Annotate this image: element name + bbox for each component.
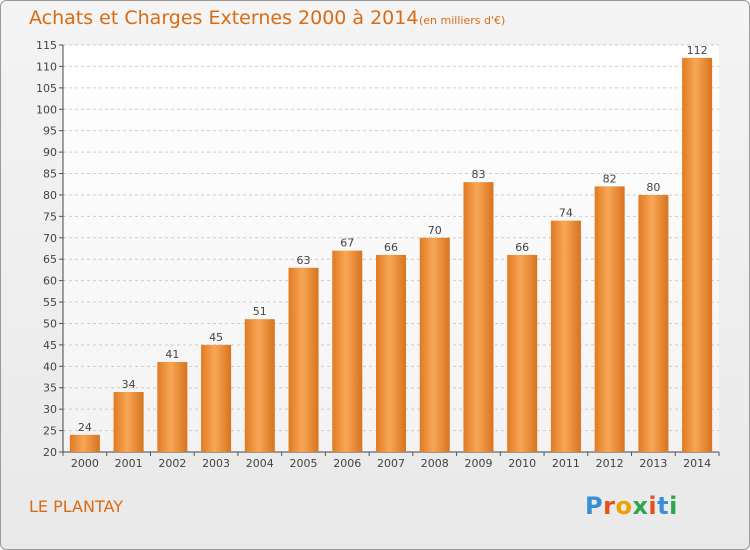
y-tick-label: 20 [43, 446, 57, 459]
bar [113, 392, 144, 452]
x-tick-label: 2011 [552, 457, 580, 470]
y-tick-label: 75 [43, 210, 57, 223]
y-tick-label: 30 [43, 403, 57, 416]
data-label: 66 [515, 241, 529, 254]
bar [157, 362, 188, 452]
y-tick-label: 90 [43, 146, 57, 159]
y-tick-label: 110 [36, 60, 57, 73]
data-label: 41 [165, 348, 179, 361]
x-tick-label: 2001 [115, 457, 143, 470]
data-label: 63 [297, 254, 311, 267]
y-tick-label: 60 [43, 275, 57, 288]
data-label: 70 [428, 224, 442, 237]
y-tick-label: 55 [43, 296, 57, 309]
x-tick-label: 2000 [71, 457, 99, 470]
bar [419, 237, 450, 452]
data-label: 82 [603, 172, 617, 185]
bar [463, 182, 494, 453]
commune-name: LE PLANTAY [29, 497, 123, 516]
data-label: 51 [253, 305, 267, 318]
bar [69, 434, 100, 452]
bar [507, 254, 538, 452]
y-tick-label: 105 [36, 82, 57, 95]
y-tick-label: 70 [43, 232, 57, 245]
y-tick-label: 100 [36, 103, 57, 116]
y-tick-label: 80 [43, 189, 57, 202]
bar [288, 267, 319, 452]
data-label: 80 [646, 181, 660, 194]
data-label: 83 [471, 168, 485, 181]
bar [638, 194, 669, 452]
bar [594, 186, 625, 452]
x-tick-label: 2014 [683, 457, 711, 470]
y-tick-label: 25 [43, 425, 57, 438]
proxiti-logo[interactable]: Proxiti [585, 492, 678, 520]
x-tick-label: 2013 [639, 457, 667, 470]
bar [376, 254, 406, 452]
plot-area: 20 25 30 35 40 45 50 55 60 65 70 75 80 85 90 95 100 105 11… [36, 39, 720, 470]
x-tick-label: 2008 [421, 457, 449, 470]
y-tick-label: 85 [43, 168, 57, 181]
y-tick-label: 50 [43, 317, 57, 330]
y-tick-label: 40 [43, 360, 57, 373]
x-tick-label: 2006 [333, 457, 361, 470]
x-tick-label: 2002 [158, 457, 186, 470]
y-tick-label: 115 [36, 39, 57, 52]
y-tick-label: 95 [43, 125, 57, 138]
data-label: 34 [122, 378, 136, 391]
bar [244, 319, 275, 452]
x-tick-label: 2007 [377, 457, 405, 470]
y-tick-label: 45 [43, 339, 57, 352]
y-tick-label: 35 [43, 382, 57, 395]
bar [332, 250, 363, 452]
data-label: 66 [384, 241, 398, 254]
data-label: 74 [559, 207, 573, 220]
bar [682, 57, 713, 452]
x-tick-label: 2003 [202, 457, 230, 470]
x-tick-label: 2012 [596, 457, 624, 470]
chart-title: Achats et Charges Externes 2000 à 2014 [29, 7, 419, 29]
chart-unit: (en milliers d'€) [419, 14, 506, 27]
x-tick-label: 2009 [464, 457, 492, 470]
bar [201, 344, 232, 452]
x-tick-label: 2004 [246, 457, 274, 470]
data-label: 24 [78, 421, 92, 434]
bar [550, 220, 581, 452]
data-label: 112 [687, 44, 708, 57]
data-label: 67 [340, 237, 354, 250]
y-tick-label: 65 [43, 253, 57, 266]
x-tick-label: 2010 [508, 457, 536, 470]
data-label: 45 [209, 331, 223, 344]
x-tick-label: 2005 [290, 457, 318, 470]
